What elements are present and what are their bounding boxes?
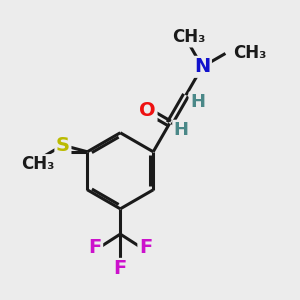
Text: F: F xyxy=(114,260,127,278)
Text: CH₃: CH₃ xyxy=(21,155,55,173)
Text: F: F xyxy=(88,238,102,257)
Text: H: H xyxy=(174,121,189,139)
Text: CH₃: CH₃ xyxy=(172,28,206,46)
Text: O: O xyxy=(140,101,156,120)
Text: CH₃: CH₃ xyxy=(233,44,266,62)
Text: N: N xyxy=(194,57,210,76)
Text: F: F xyxy=(139,238,152,257)
Text: H: H xyxy=(190,93,205,111)
Text: S: S xyxy=(56,136,70,155)
